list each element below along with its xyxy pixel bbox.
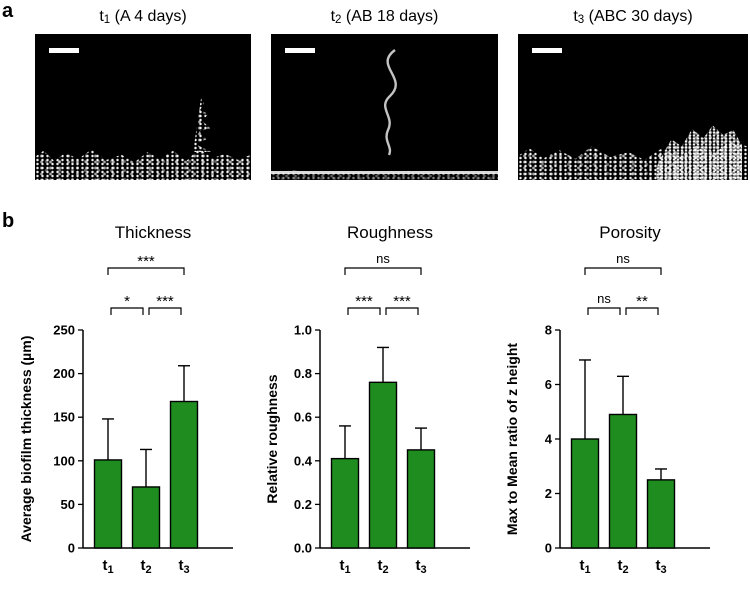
significance-label: ns: [597, 291, 611, 306]
significance-bracket: [587, 307, 621, 315]
y-tick-label: 50: [61, 497, 75, 512]
micrograph-title-t1: t1 (A 4 days): [99, 4, 186, 34]
significance-label: **: [636, 293, 648, 310]
x-tick-label: t1: [339, 557, 350, 576]
significance-label: ***: [137, 253, 155, 270]
y-tick-label: 0.4: [294, 453, 313, 468]
y-tick-label: 250: [53, 323, 75, 338]
y-tick-label: 4: [545, 432, 553, 447]
significance-bracket: [347, 307, 381, 315]
filament-shape: [383, 49, 397, 156]
y-tick-label: 0.2: [294, 497, 312, 512]
y-axis-label: Max to Mean ratio of z height: [504, 343, 520, 535]
biofilm-band: [35, 148, 251, 180]
biofilm-blob: [656, 125, 742, 180]
y-tick-label: 100: [53, 453, 75, 468]
title-rest: (AB 18 days): [341, 8, 439, 25]
micrograph-column-t3: t3 (ABC 30 days): [518, 4, 748, 180]
micrograph-image-t3: [518, 34, 748, 180]
scale-bar: [532, 48, 562, 53]
significance-bracket: [344, 267, 422, 275]
bar: [169, 400, 199, 549]
title-subscript: 2: [335, 14, 342, 27]
x-tick-label: t3: [655, 557, 666, 576]
micrograph-image-t2: [271, 34, 498, 180]
micrograph-column-t2: t2 (AB 18 days): [271, 4, 498, 180]
chart-title: Roughness: [347, 223, 433, 242]
micrograph-column-t1: t1 (A 4 days): [35, 4, 251, 180]
title-base: t: [573, 8, 578, 25]
bar: [646, 479, 676, 549]
x-tick-label: t1: [579, 557, 590, 576]
y-tick-label: 0: [545, 541, 552, 556]
micrograph-image-t1: [35, 34, 251, 180]
y-tick-label: 1.0: [294, 323, 312, 338]
y-tick-label: 0.6: [294, 410, 312, 425]
x-tick-label: t3: [178, 557, 189, 576]
y-axis-label: Relative roughness: [264, 374, 280, 503]
bar: [131, 486, 161, 549]
significance-label: ns: [616, 251, 630, 266]
micrograph-title-t3: t3 (ABC 30 days): [573, 4, 692, 34]
bar: [608, 413, 638, 549]
title-base: t: [99, 8, 104, 25]
biofilm-baseline: [271, 171, 498, 174]
panel-b-label: b: [2, 210, 15, 232]
chart-thickness: Thickness Average biofilm thickness (µm) 0…: [18, 223, 233, 576]
biofilm-band: [271, 170, 498, 180]
title-subscript: 1: [103, 14, 111, 27]
title-rest: (A 4 days): [110, 8, 187, 25]
bar: [93, 459, 123, 549]
x-tick-label: t2: [140, 557, 151, 576]
y-tick-label: 150: [53, 410, 75, 425]
significance-bracket: [584, 267, 662, 275]
panel-a-micrographs: t1 (A 4 days) t2 (AB 18 days) t3 (ABC 30…: [35, 4, 748, 180]
significance-bracket: [625, 307, 659, 315]
y-tick-label: 2: [545, 486, 552, 501]
y-tick-label: 0: [68, 541, 75, 556]
significance-label: ***: [156, 293, 174, 310]
panel-a-label: a: [2, 0, 14, 22]
y-axis-label: Average biofilm thickness (µm): [18, 336, 34, 543]
significance-label: *: [124, 293, 130, 310]
micrograph-title-t2: t2 (AB 18 days): [331, 4, 439, 34]
y-tick-label: 0.0: [294, 541, 312, 556]
significance-bracket: [107, 267, 185, 275]
biofilm-protrusion: [193, 98, 211, 152]
x-tick-label: t2: [617, 557, 628, 576]
x-tick-label: t3: [415, 557, 426, 576]
title-subscript: 3: [577, 14, 585, 27]
chart-title: Thickness: [115, 223, 192, 242]
title-base: t: [330, 8, 336, 25]
chart-roughness: Roughness Relative roughness 0.0 0.2 0.4 0.6 0…: [264, 223, 470, 576]
x-tick-label: t1: [102, 557, 113, 576]
bar: [406, 449, 436, 549]
significance-bracket: [148, 307, 182, 315]
significance-label: ***: [393, 293, 411, 310]
bar: [368, 381, 398, 549]
significance-label: ***: [355, 293, 373, 310]
bar: [570, 438, 600, 549]
y-tick-label: 0.8: [294, 366, 312, 381]
panel-b-charts: Thickness Average biofilm thickness (µm) 0…: [0, 218, 750, 592]
title-rest: (ABC 30 days): [584, 8, 693, 25]
chart-porosity: Porosity Max to Mean ratio of z height 0 2 4…: [504, 223, 710, 576]
bar: [330, 457, 360, 549]
chart-title: Porosity: [599, 223, 661, 242]
significance-label: ns: [376, 251, 390, 266]
scale-bar: [285, 48, 315, 53]
y-tick-label: 6: [545, 377, 552, 392]
y-tick-label: 8: [545, 323, 552, 338]
x-tick-label: t2: [377, 557, 388, 576]
y-tick-label: 200: [53, 366, 75, 381]
scale-bar: [49, 48, 79, 53]
significance-bracket: [110, 307, 144, 315]
significance-bracket: [385, 307, 419, 315]
